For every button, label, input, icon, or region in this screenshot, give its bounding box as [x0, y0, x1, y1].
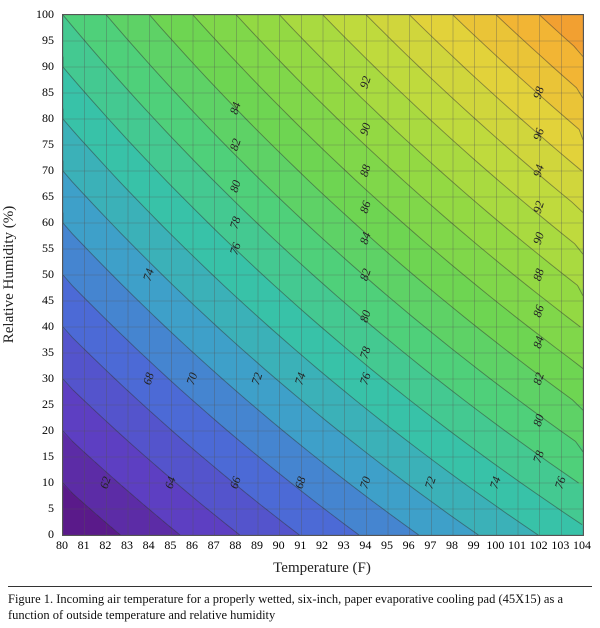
plot-overlay: 6264666870727476687072747674767880828478… — [63, 15, 583, 535]
svg-text:92: 92 — [316, 538, 328, 552]
x-axis-title: Temperature (F) — [62, 560, 582, 577]
svg-text:76: 76 — [357, 371, 374, 387]
svg-text:82: 82 — [357, 267, 374, 283]
svg-text:81: 81 — [78, 538, 90, 552]
svg-text:40: 40 — [42, 319, 54, 333]
svg-text:74: 74 — [140, 267, 157, 283]
svg-text:91: 91 — [294, 538, 306, 552]
svg-text:93: 93 — [338, 538, 350, 552]
svg-text:62: 62 — [97, 475, 114, 491]
svg-text:85: 85 — [164, 538, 176, 552]
svg-text:90: 90 — [357, 121, 374, 137]
svg-text:84: 84 — [143, 538, 155, 552]
svg-text:70: 70 — [42, 163, 54, 177]
svg-text:88: 88 — [357, 163, 374, 179]
svg-text:90: 90 — [42, 59, 54, 73]
svg-text:90: 90 — [530, 230, 547, 246]
svg-text:75: 75 — [42, 137, 54, 151]
figure-caption: Figure 1. Incoming air temperature for a… — [8, 586, 592, 624]
svg-text:88: 88 — [229, 538, 241, 552]
svg-text:80: 80 — [42, 111, 54, 125]
svg-text:55: 55 — [42, 241, 54, 255]
svg-text:86: 86 — [186, 538, 198, 552]
y-axis-title-text: Relative Humidity (%) — [2, 205, 19, 342]
plot-area: 6264666870727476687072747674767880828478… — [62, 14, 584, 536]
svg-text:78: 78 — [530, 449, 547, 465]
svg-text:103: 103 — [551, 538, 569, 552]
svg-text:74: 74 — [292, 371, 309, 387]
svg-text:102: 102 — [530, 538, 548, 552]
svg-text:5: 5 — [48, 501, 54, 515]
figure-container: 6264666870727476687072747674767880828478… — [0, 0, 600, 628]
svg-text:101: 101 — [508, 538, 526, 552]
svg-text:0: 0 — [48, 527, 54, 541]
svg-text:83: 83 — [121, 538, 133, 552]
svg-text:95: 95 — [42, 33, 54, 47]
svg-text:68: 68 — [140, 371, 157, 387]
svg-text:99: 99 — [468, 538, 480, 552]
svg-text:85: 85 — [42, 85, 54, 99]
svg-text:60: 60 — [42, 215, 54, 229]
svg-text:80: 80 — [227, 178, 244, 194]
svg-text:66: 66 — [227, 475, 244, 491]
svg-text:74: 74 — [487, 475, 504, 491]
svg-text:98: 98 — [530, 85, 547, 101]
svg-text:92: 92 — [357, 74, 374, 90]
svg-text:90: 90 — [273, 538, 285, 552]
svg-text:98: 98 — [446, 538, 458, 552]
svg-text:76: 76 — [552, 475, 569, 491]
svg-text:68: 68 — [292, 475, 309, 491]
svg-text:88: 88 — [530, 267, 547, 283]
svg-text:78: 78 — [357, 345, 374, 361]
svg-text:15: 15 — [42, 449, 54, 463]
svg-text:78: 78 — [227, 215, 244, 231]
svg-text:20: 20 — [42, 423, 54, 437]
svg-text:10: 10 — [42, 475, 54, 489]
svg-text:82: 82 — [227, 137, 244, 153]
contour-labels: 6264666870727476687072747674767880828478… — [97, 74, 569, 490]
svg-text:50: 50 — [42, 267, 54, 281]
svg-text:82: 82 — [99, 538, 111, 552]
svg-text:96: 96 — [403, 538, 415, 552]
svg-text:95: 95 — [381, 538, 393, 552]
svg-text:100: 100 — [36, 7, 54, 21]
svg-text:70: 70 — [357, 475, 374, 491]
svg-text:64: 64 — [162, 475, 179, 491]
svg-text:92: 92 — [530, 199, 547, 215]
svg-text:86: 86 — [530, 303, 547, 319]
svg-text:89: 89 — [251, 538, 263, 552]
svg-text:84: 84 — [530, 334, 547, 350]
svg-text:104: 104 — [573, 538, 591, 552]
svg-text:100: 100 — [486, 538, 504, 552]
svg-text:80: 80 — [357, 308, 374, 324]
svg-text:65: 65 — [42, 189, 54, 203]
svg-text:94: 94 — [530, 163, 547, 179]
svg-text:30: 30 — [42, 371, 54, 385]
svg-text:82: 82 — [530, 371, 547, 387]
svg-text:87: 87 — [208, 538, 220, 552]
svg-text:80: 80 — [530, 412, 547, 428]
svg-text:86: 86 — [357, 199, 374, 215]
y-axis-title: Relative Humidity (%) — [0, 14, 20, 534]
svg-text:72: 72 — [422, 475, 439, 491]
svg-text:35: 35 — [42, 345, 54, 359]
svg-text:45: 45 — [42, 293, 54, 307]
svg-text:97: 97 — [424, 538, 436, 552]
svg-text:70: 70 — [183, 371, 200, 387]
svg-text:94: 94 — [359, 538, 371, 552]
svg-text:25: 25 — [42, 397, 54, 411]
svg-text:72: 72 — [248, 371, 265, 387]
svg-text:84: 84 — [357, 230, 374, 246]
